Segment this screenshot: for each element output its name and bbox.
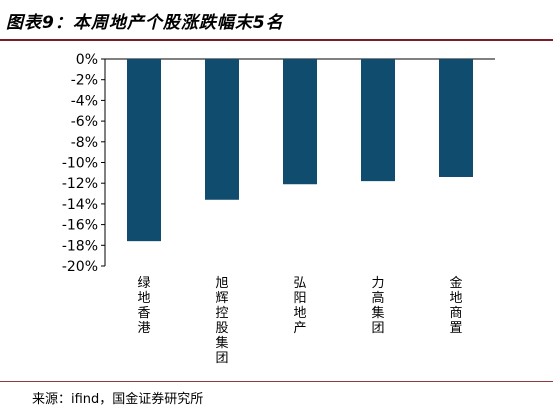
y-tick-label: 0% [76,52,98,68]
source-note: 来源：ifind，国金证券研究所 [32,392,204,407]
bar [205,59,239,200]
y-tick-label: -4% [71,93,98,109]
y-tick-label: -18% [62,238,98,254]
y-tick-label: -16% [62,218,98,234]
y-tick-label: -14% [62,197,98,213]
y-tick-label: -10% [62,156,98,172]
y-tick-label: -8% [71,135,98,151]
x-tick-label: 力高集团 [371,276,384,336]
chart-title: 图表9：本周地产个股涨跌幅末5名 [6,13,284,33]
bar-chart: 0% -2% -4% -6% -8% -10% -12% -14% -16% -18% -20% 绿地… [62,52,495,366]
footer-divider [0,381,553,382]
y-tick-label: -6% [71,114,98,130]
y-tick-label: -20% [62,259,98,275]
x-tick-label: 金地商置 [449,275,462,336]
bar [361,59,395,182]
bar [127,59,161,242]
y-tick-label: -2% [71,73,98,89]
x-tick-label: 旭辉控股集团 [215,276,228,366]
x-tick-label: 弘阳地产 [293,276,306,336]
x-tick-label: 绿地香港 [137,276,150,336]
title-divider [0,39,553,41]
bar [283,59,317,185]
bar [439,59,473,177]
y-tick-label: -12% [62,176,98,192]
